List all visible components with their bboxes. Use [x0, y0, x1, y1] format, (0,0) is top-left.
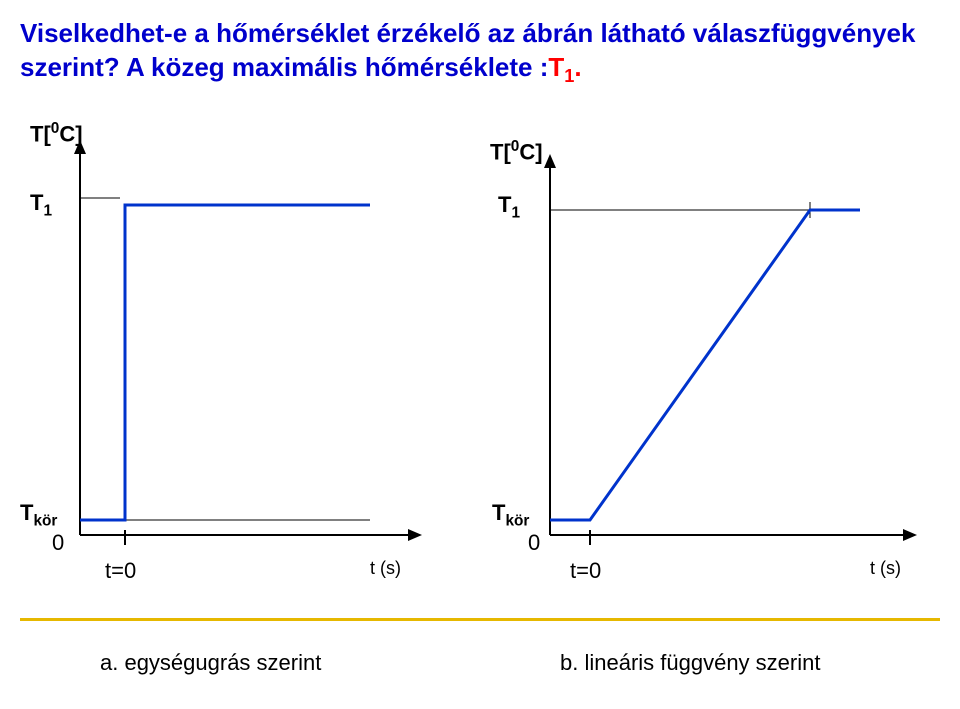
question-t1: T1	[548, 52, 574, 82]
caption-b: b. lineáris függvény szerint	[560, 650, 820, 676]
divider	[20, 618, 940, 621]
question-line1: Viselkedhet-e a hőmérséklet érzékelő az …	[20, 18, 915, 49]
question-line2: szerint? A közeg maximális hőmérséklete …	[20, 52, 582, 87]
caption-a: a. egységugrás szerint	[100, 650, 321, 676]
question-t1-dot: .	[574, 52, 581, 82]
question-line2-pre: szerint? A közeg maximális hőmérséklete …	[20, 52, 548, 82]
chart-b	[510, 140, 930, 570]
chart-a	[40, 140, 430, 570]
